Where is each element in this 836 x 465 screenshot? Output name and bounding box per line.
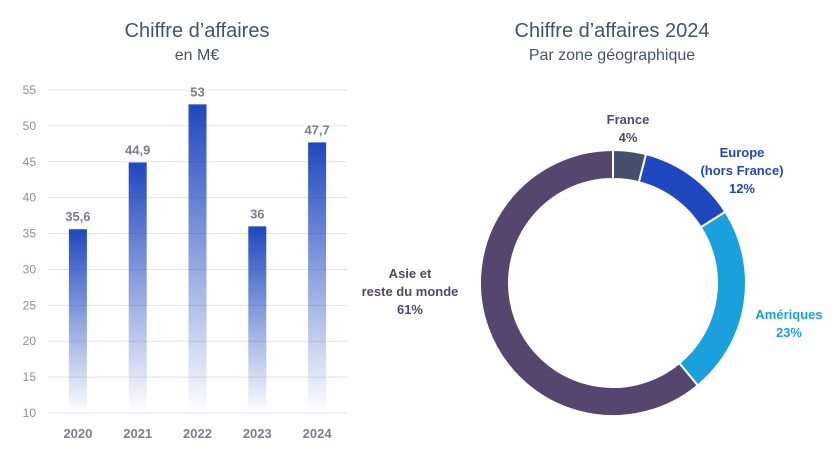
bar-2021 [128, 162, 147, 413]
y-tick-label: 30 [23, 262, 37, 276]
data-label-2022: 53 [190, 84, 204, 99]
data-label-2024: 47,7 [304, 122, 329, 137]
donut-label-text: Amériques [755, 307, 823, 322]
bar-2022 [188, 104, 207, 413]
y-tick-label: 25 [23, 298, 37, 312]
x-tick-label-2024: 2024 [303, 426, 333, 441]
bar-2024 [308, 142, 327, 414]
donut-label-percent: 4% [618, 130, 638, 145]
donut-label-1: Europe (hors France) 12% [700, 144, 783, 198]
y-tick-label: 10 [23, 406, 37, 420]
donut-label-text: (hors France) [700, 163, 784, 178]
x-tick-label-2021: 2021 [123, 426, 152, 441]
bar-2020 [68, 229, 87, 413]
y-tick-label: 35 [23, 227, 37, 241]
y-tick-label: 50 [23, 119, 37, 133]
y-tick-label: 20 [23, 334, 37, 348]
data-label-2021: 44,9 [125, 142, 150, 157]
y-tick-label: 45 [23, 155, 37, 169]
donut-label-0: France 4% [607, 111, 650, 147]
donut-chart-title: Chiffre d’affaires 2024 [514, 20, 710, 42]
y-tick-label: 15 [23, 370, 37, 384]
data-label-2023: 36 [250, 206, 264, 221]
donut-slice-3 [479, 148, 700, 417]
donut-label-text: Asie et [388, 266, 432, 281]
x-tick-label-2020: 2020 [63, 426, 92, 441]
x-tick-label-2022: 2022 [183, 426, 212, 441]
x-tick-label-2023: 2023 [243, 426, 272, 441]
donut-slice-2 [677, 210, 747, 387]
y-tick-label: 55 [23, 83, 37, 97]
donut-label-percent: 12% [728, 181, 756, 196]
donut-chart-subtitle: Par zone géographique [528, 47, 696, 64]
bar-chart-subtitle: en M€ [174, 47, 220, 64]
data-label-2020: 35,6 [65, 209, 90, 224]
donut-label-text: reste du monde [361, 284, 459, 299]
donut-label-percent: 61% [396, 302, 424, 317]
donut-label-text: France [606, 112, 650, 127]
donut-label-percent: 23% [775, 325, 803, 340]
donut-label-text: Europe [719, 145, 765, 160]
bar-chart-title: Chiffre d’affaires [124, 20, 270, 42]
donut-label-2: Amériques 23% [755, 306, 822, 342]
bar-2023 [248, 226, 267, 413]
y-tick-label: 40 [23, 191, 37, 205]
donut-label-3: Asie et reste du monde 61% [362, 265, 459, 319]
